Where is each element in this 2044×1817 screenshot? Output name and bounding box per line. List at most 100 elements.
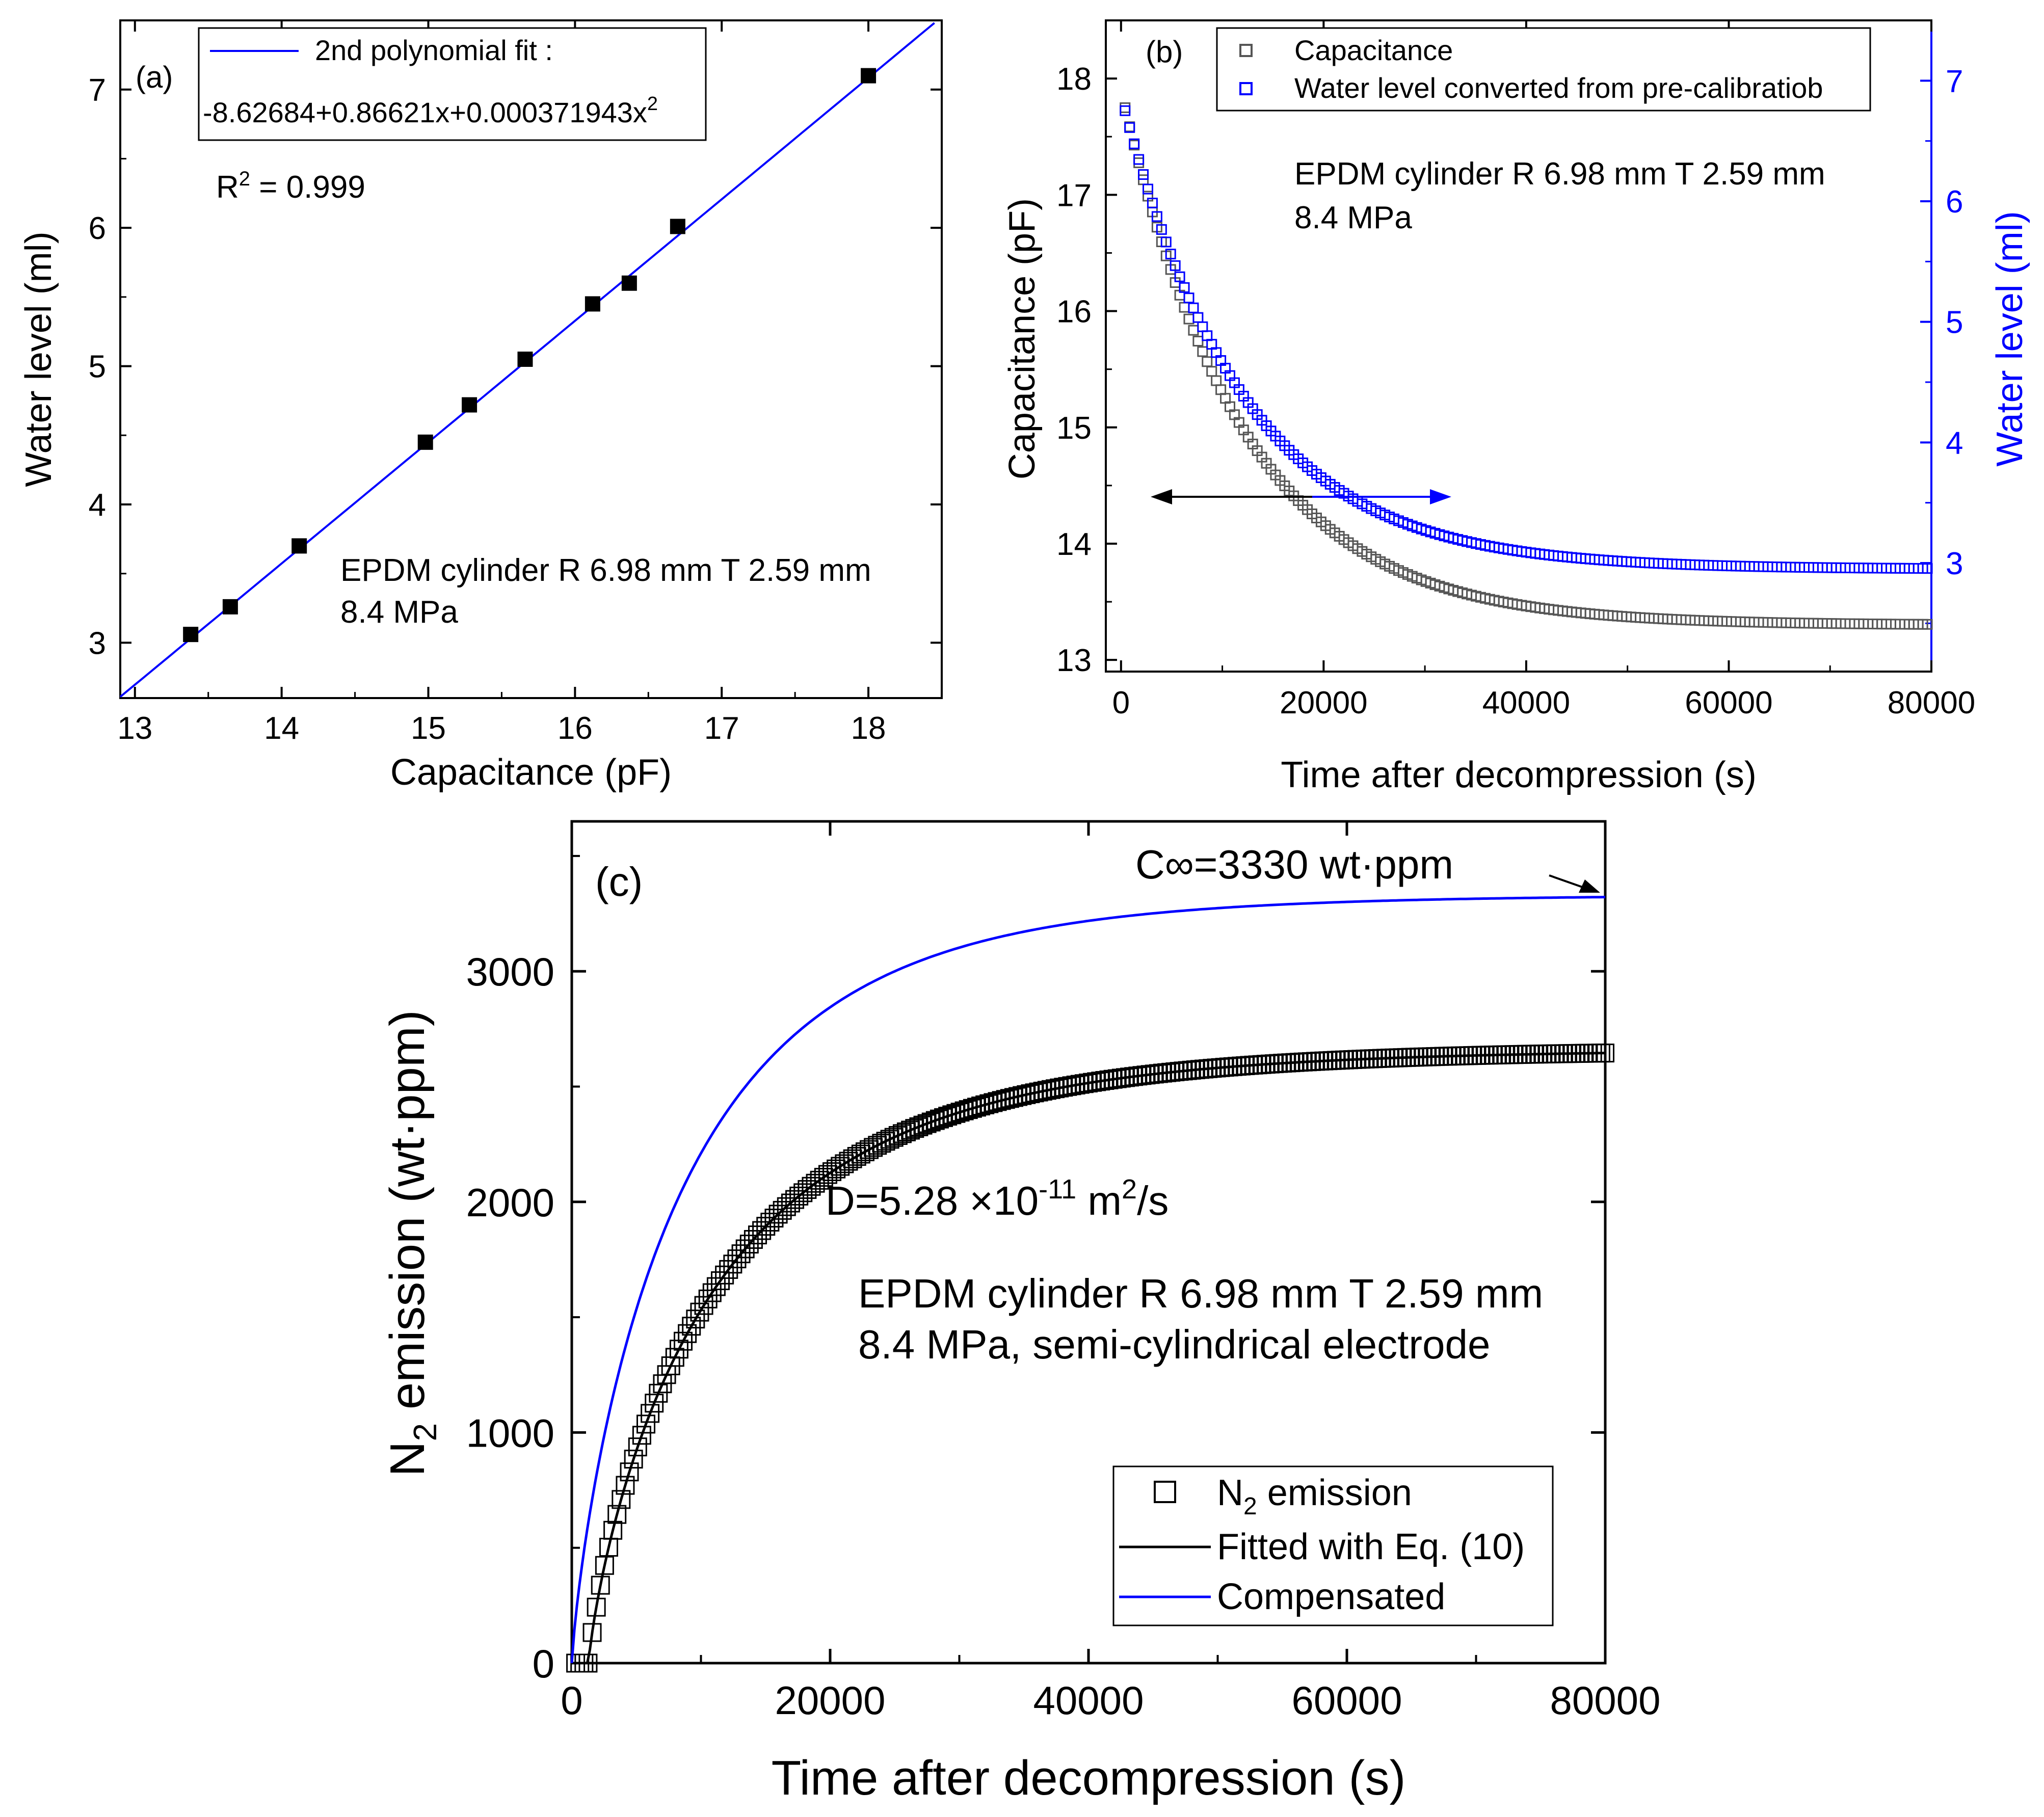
panel-a-ytick-label: 3	[89, 626, 106, 661]
panel-b-water-level-point	[1129, 138, 1140, 149]
panel-c-emission-point	[649, 1383, 668, 1403]
panel-b-y2tick-label: 3	[1946, 546, 1963, 581]
panel-a-xtick-label: 13	[117, 711, 152, 746]
panel-c-emission-point	[624, 1450, 643, 1469]
panel-b-capacitance-point	[1202, 356, 1213, 367]
panel-b-y2tick-label: 5	[1946, 305, 1963, 340]
panel-c-emission-point	[645, 1394, 664, 1413]
panel-c-emission-point	[595, 1556, 614, 1575]
panel-c-label: (c)	[595, 859, 643, 904]
panel-c-diffusivity: D=5.28 ×10-11 m2/s	[826, 1174, 1169, 1223]
panel-a-data-point	[291, 538, 307, 554]
panel-c-emission-point	[628, 1437, 647, 1457]
panel-a-data-point	[585, 296, 600, 312]
panel-c-fit-line	[572, 1052, 1606, 1665]
panel-c-emission-point	[591, 1575, 610, 1595]
panel-b-capacitance-point	[1133, 157, 1145, 168]
panel-a-sample-line1: EPDM cylinder R 6.98 mm T 2.59 mm	[340, 553, 871, 588]
panel-c-emission-point	[616, 1476, 635, 1495]
panel-b-water-level-point	[1151, 211, 1162, 222]
panel-c: 0 20000 40000 60000 80000 0 1000 2000 3000 (c) C…	[380, 820, 1661, 1805]
panel-b-y2tick-label: 6	[1946, 184, 1963, 220]
panel-c-emission-point	[632, 1426, 651, 1445]
panel-b-y2label: Water level (ml)	[1989, 211, 2030, 466]
panel-c-emission-point	[587, 1597, 606, 1617]
panel-c-xtick-label: 60000	[1292, 1678, 1402, 1723]
panel-a-r-squared: R2 = 0.999	[216, 168, 365, 205]
panel-c-emission-point	[603, 1520, 623, 1540]
panel-b-legend-box	[1216, 27, 1871, 112]
panel-b-capacitance-point	[1215, 384, 1227, 395]
panel-a-xtick-label: 15	[411, 711, 446, 746]
panel-b-capacitance-point	[1179, 302, 1190, 313]
panel-a-ytick-label: 7	[89, 73, 106, 108]
panel-b-ytick-label: 15	[1056, 411, 1092, 446]
panel-b-ytick-label: 18	[1056, 62, 1092, 97]
panel-b-xtick-label: 60000	[1685, 685, 1772, 720]
panel-a-sample-line2: 8.4 MPa	[340, 595, 458, 630]
panel-c-emission-point	[607, 1505, 627, 1524]
panel-c-emission-point	[641, 1404, 660, 1423]
panel-b-water-level-point	[1192, 312, 1204, 323]
panel-b-water-level-point	[1156, 224, 1167, 235]
panel-b-water-level-point	[1124, 122, 1135, 133]
panel-b-capacitance-point	[1183, 313, 1194, 325]
panel-b-water-level-layer	[1120, 105, 1933, 574]
panel-b-water-level-point	[1179, 282, 1190, 293]
panel-c-c-inf-arrow-head	[1579, 879, 1600, 893]
panel-b-legend-water-level: Water level converted from pre-calibrati…	[1294, 72, 1823, 104]
panel-b-xtick-label: 40000	[1482, 685, 1570, 720]
panel-a-xtick-label: 18	[851, 711, 886, 746]
panel-b-label: (b)	[1146, 35, 1183, 69]
panel-c-emission-point	[612, 1490, 631, 1509]
panel-c-xtick-label: 0	[561, 1678, 582, 1723]
panel-a-data-point	[222, 599, 238, 614]
panel-a-data-point	[417, 434, 433, 450]
panel-a-ytick-label: 5	[89, 350, 106, 385]
panel-b-water-level-point	[1133, 154, 1145, 165]
panel-a-legend-equation: -8.62684+0.86621x+0.000371943x2	[203, 93, 658, 128]
panel-b-right-arrow-head	[1430, 489, 1451, 504]
panel-b-water-level-point	[1174, 271, 1185, 282]
panel-a-legend-box	[198, 27, 707, 141]
panel-a-xlabel: Capacitance (pF)	[390, 752, 672, 793]
panel-b-frame	[1105, 19, 1932, 673]
panel-b-y2tick-label: 7	[1946, 64, 1963, 99]
panel-c-sample-line1: EPDM cylinder R 6.98 mm T 2.59 mm	[858, 1271, 1543, 1316]
panel-c-emission-point	[620, 1462, 639, 1482]
panel-b-capacitance-point	[1922, 619, 1933, 630]
panel-b-ytick-label: 13	[1056, 643, 1092, 678]
panel-a-data-point	[517, 352, 533, 367]
panel-b-xtick-label: 20000	[1280, 685, 1367, 720]
panel-b-water-level-point	[1142, 183, 1153, 195]
panel-b-water-level-point	[1165, 249, 1176, 260]
panel-a-frame	[119, 19, 943, 699]
panel-c-emission-point	[636, 1414, 656, 1434]
panel-b-legend-water-marker	[1239, 82, 1253, 95]
panel-b-water-level-point	[1138, 169, 1149, 180]
panel-b-ytick-label: 17	[1056, 178, 1092, 213]
panel-c-c-inf: C∞=3330 wt·ppm	[1135, 842, 1453, 887]
panel-b-left-arrow-head	[1151, 489, 1172, 504]
panel-c-legend-emission: N2 emission	[1217, 1473, 1412, 1520]
panel-b-sample-line1: EPDM cylinder R 6.98 mm T 2.59 mm	[1294, 156, 1825, 192]
panel-b-legend-capacitance: Capacitance	[1294, 34, 1453, 66]
panel-b-water-level-point	[1197, 321, 1208, 332]
panel-b-capacitance-point	[1197, 346, 1208, 357]
panel-b-ylabel: Capacitance (pF)	[1002, 198, 1043, 479]
panel-c-xtick-label: 80000	[1550, 1678, 1661, 1723]
panel-a-xtick-label: 17	[704, 711, 739, 746]
panel-a-data-point	[670, 219, 685, 234]
panel-b-water-level-point	[1188, 302, 1199, 313]
panel-b-water-level-point	[1183, 292, 1194, 304]
panel-b-capacitance-point	[1211, 375, 1222, 386]
panel-b-ytick-label: 16	[1056, 295, 1092, 330]
panel-a-ytick-label: 4	[89, 488, 106, 523]
panel-c-legend-fit: Fitted with Eq. (10)	[1217, 1527, 1525, 1567]
panel-b-y2tick-label: 4	[1946, 425, 1963, 461]
panel-b-ytick-label: 14	[1056, 527, 1092, 562]
panel-b-xtick-label: 0	[1112, 685, 1130, 720]
panel-b-tick-labels: 0 20000 40000 60000 80000 13 14 15 16 17 18 3 4 5 6 7	[1056, 62, 1975, 720]
panel-b-capacitance-point	[1120, 102, 1131, 113]
